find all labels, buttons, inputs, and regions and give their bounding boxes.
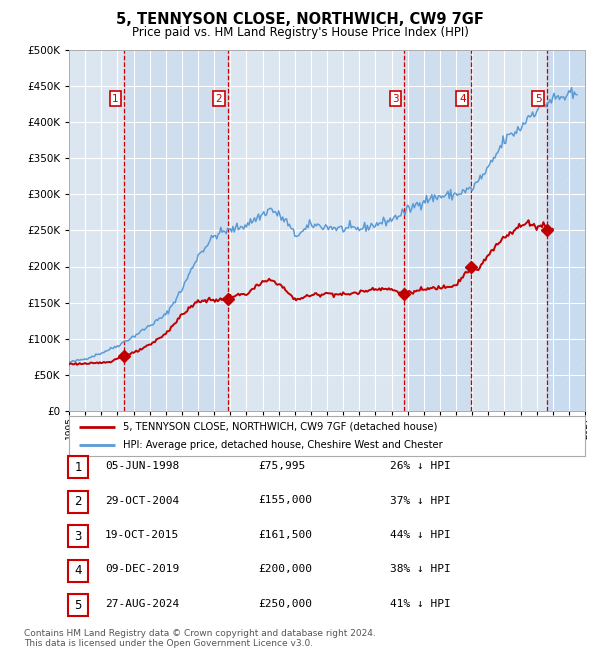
Text: 41% ↓ HPI: 41% ↓ HPI bbox=[390, 599, 451, 609]
Text: 4: 4 bbox=[459, 94, 466, 104]
Bar bbox=[68, 560, 88, 582]
Text: HPI: Average price, detached house, Cheshire West and Chester: HPI: Average price, detached house, Ches… bbox=[123, 441, 443, 450]
Text: £250,000: £250,000 bbox=[258, 599, 312, 609]
Text: 1: 1 bbox=[74, 461, 82, 474]
Text: This data is licensed under the Open Government Licence v3.0.: This data is licensed under the Open Gov… bbox=[24, 639, 313, 648]
Bar bbox=[68, 594, 88, 616]
Text: 2: 2 bbox=[215, 94, 222, 104]
Text: 19-OCT-2015: 19-OCT-2015 bbox=[105, 530, 179, 540]
Bar bbox=[547, 50, 585, 411]
Bar bbox=[68, 525, 88, 547]
Text: 44% ↓ HPI: 44% ↓ HPI bbox=[390, 530, 451, 540]
Bar bbox=[404, 50, 471, 411]
Text: 5, TENNYSON CLOSE, NORTHWICH, CW9 7GF (detached house): 5, TENNYSON CLOSE, NORTHWICH, CW9 7GF (d… bbox=[123, 422, 437, 432]
Text: 09-DEC-2019: 09-DEC-2019 bbox=[105, 564, 179, 575]
Text: 37% ↓ HPI: 37% ↓ HPI bbox=[390, 495, 451, 506]
Text: £155,000: £155,000 bbox=[258, 495, 312, 506]
Text: 05-JUN-1998: 05-JUN-1998 bbox=[105, 461, 179, 471]
Text: Contains HM Land Registry data © Crown copyright and database right 2024.: Contains HM Land Registry data © Crown c… bbox=[24, 629, 376, 638]
Bar bbox=[124, 50, 227, 411]
Text: 1: 1 bbox=[112, 94, 119, 104]
Text: 4: 4 bbox=[74, 564, 82, 577]
Text: 2: 2 bbox=[74, 495, 82, 508]
Text: 29-OCT-2004: 29-OCT-2004 bbox=[105, 495, 179, 506]
Text: Price paid vs. HM Land Registry's House Price Index (HPI): Price paid vs. HM Land Registry's House … bbox=[131, 26, 469, 39]
Text: 26% ↓ HPI: 26% ↓ HPI bbox=[390, 461, 451, 471]
Text: 3: 3 bbox=[74, 530, 82, 543]
Text: 3: 3 bbox=[392, 94, 399, 104]
Bar bbox=[68, 491, 88, 513]
Text: £161,500: £161,500 bbox=[258, 530, 312, 540]
Bar bbox=[68, 456, 88, 478]
Text: 5: 5 bbox=[535, 94, 542, 104]
Text: £75,995: £75,995 bbox=[258, 461, 305, 471]
Text: 27-AUG-2024: 27-AUG-2024 bbox=[105, 599, 179, 609]
Text: £200,000: £200,000 bbox=[258, 564, 312, 575]
Text: 5, TENNYSON CLOSE, NORTHWICH, CW9 7GF: 5, TENNYSON CLOSE, NORTHWICH, CW9 7GF bbox=[116, 12, 484, 27]
Bar bbox=[547, 50, 585, 411]
Text: 5: 5 bbox=[74, 599, 82, 612]
Text: 38% ↓ HPI: 38% ↓ HPI bbox=[390, 564, 451, 575]
